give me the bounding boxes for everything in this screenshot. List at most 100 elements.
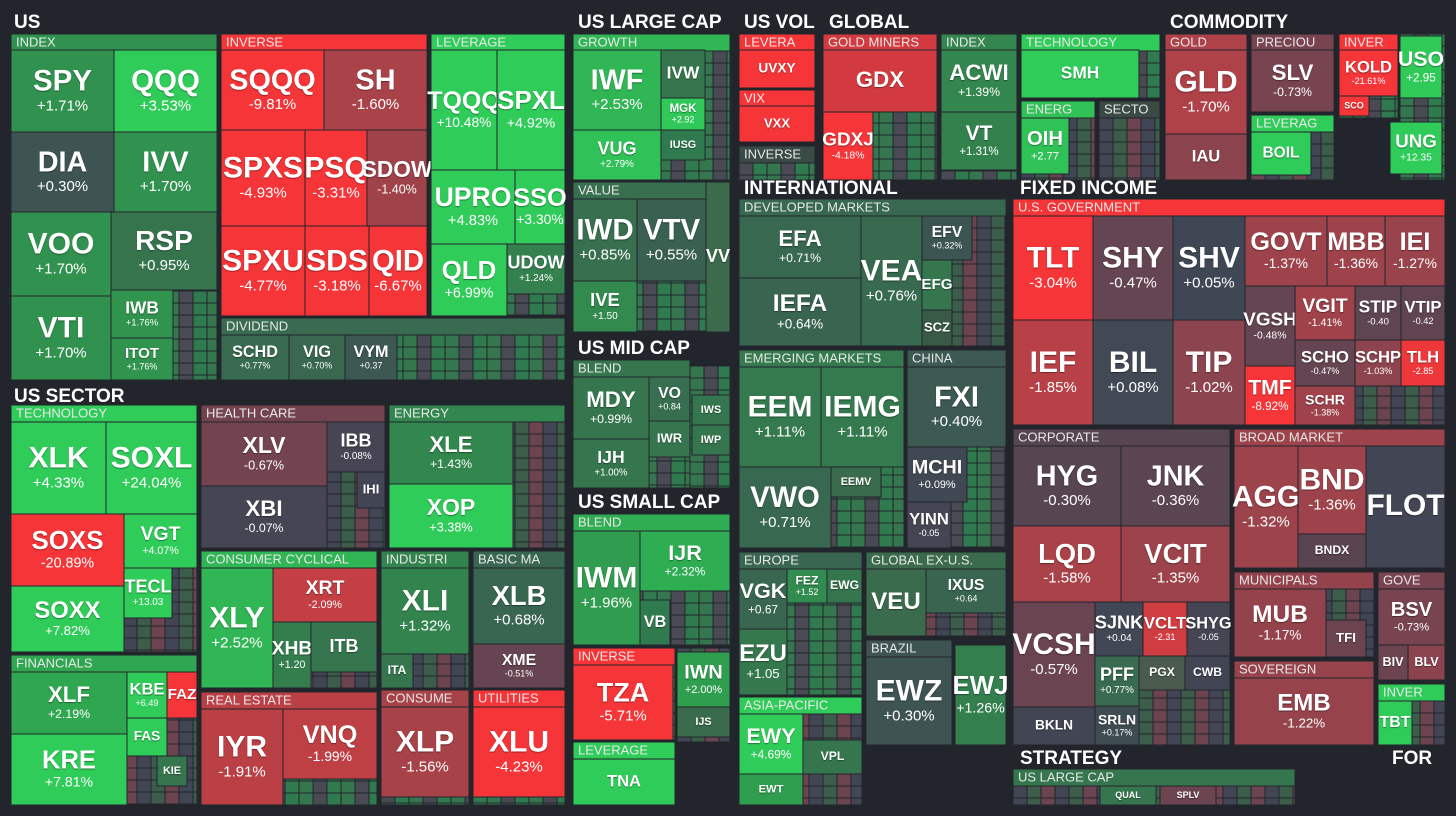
group-label: CHINA [912, 350, 953, 365]
ticker: VO [658, 385, 681, 402]
filler-cell [794, 688, 810, 696]
filler-cell [836, 773, 852, 787]
tile[interactable] [366, 129, 428, 227]
change: +1.11% [755, 424, 805, 441]
change: +3.30% [516, 211, 564, 227]
filler-cell [878, 110, 894, 124]
ticker: IEFA [773, 290, 828, 317]
filler-cell [976, 263, 992, 277]
filler-cell [136, 779, 152, 793]
filler-cell [1090, 153, 1096, 167]
tile[interactable] [220, 49, 325, 131]
filler-cell [794, 652, 810, 666]
filler-cell [192, 302, 208, 316]
filler-cell [340, 529, 356, 543]
filler-cell [780, 162, 796, 176]
filler-cell [689, 485, 705, 489]
filler-cell [878, 534, 894, 548]
filler-cell [968, 170, 984, 181]
tile[interactable] [110, 337, 174, 381]
filler-cell [368, 792, 378, 806]
ticker: XBI [245, 496, 282, 521]
change: +7.81% [45, 774, 94, 790]
ticker: VIG [303, 343, 331, 361]
group-label: TECHNOLOGY [16, 405, 107, 420]
ticker: QLD [442, 257, 497, 285]
section-title: INTERNATIONAL [744, 178, 898, 199]
filler-cell [192, 779, 198, 793]
filler-cell [472, 358, 488, 372]
filler-cell [976, 498, 992, 512]
change: +0.64 [955, 594, 978, 604]
tile[interactable] [10, 131, 115, 213]
change: +1.00% [594, 467, 628, 478]
filler-cell [430, 358, 446, 372]
filler-cell [514, 802, 530, 806]
filler-cell [670, 638, 686, 646]
tile[interactable] [368, 225, 428, 317]
filler-cell [1146, 86, 1161, 99]
filler-cell [656, 294, 672, 308]
filler-cell [178, 719, 194, 733]
ticker: VTV [643, 214, 701, 247]
filler-cell [150, 625, 166, 639]
tile[interactable] [10, 295, 112, 381]
filler-cell [949, 628, 965, 637]
ticker: SPXU [222, 245, 304, 278]
filler-cell [934, 170, 938, 181]
tile[interactable] [113, 49, 218, 133]
filler-cell [354, 792, 370, 806]
filler-cell [354, 675, 370, 689]
change: +2.92 [672, 115, 695, 125]
filler-cell [684, 484, 691, 489]
group-label: INVERSE [578, 648, 635, 663]
ticker: XLU [489, 726, 549, 759]
filler-cell [794, 628, 810, 642]
ticker: XOP [427, 494, 476, 520]
filler-cell [472, 802, 488, 806]
filler-cell [698, 306, 707, 320]
filler-cell [542, 370, 558, 381]
filler-cell [1112, 165, 1128, 179]
filler-cell [1098, 153, 1114, 167]
filler-cell [920, 122, 936, 136]
group-label: GROWTH [578, 34, 637, 49]
filler-cell [684, 318, 700, 332]
tile[interactable] [110, 211, 218, 291]
tile[interactable] [220, 129, 306, 227]
filler-cell [340, 493, 356, 507]
filler-cell [836, 640, 852, 654]
change: -1.56% [401, 759, 449, 776]
ticker: SQQQ [229, 64, 315, 96]
filler-cell [940, 170, 956, 181]
filler-cell [920, 170, 936, 181]
filler-cell [556, 541, 566, 549]
group-label: GOLD [1170, 34, 1207, 49]
filler-cell [422, 675, 438, 689]
ticker: IJH [597, 447, 624, 467]
filler-cell [1441, 105, 1446, 119]
filler-cell [542, 445, 558, 459]
filler-cell [486, 346, 502, 360]
change: -20.89% [41, 555, 95, 571]
tile[interactable] [110, 289, 174, 339]
filler-cell [935, 628, 951, 637]
filler-cell [1140, 165, 1156, 179]
tile[interactable] [113, 131, 218, 213]
tile[interactable] [10, 211, 112, 297]
filler-cell [1140, 141, 1156, 155]
filler-cell [808, 797, 824, 806]
filler-cell [934, 110, 938, 124]
filler-cell [150, 637, 166, 651]
filler-cell [808, 785, 824, 799]
filler-cell [906, 158, 922, 172]
filler-cell [822, 725, 838, 739]
filler-cell [976, 335, 992, 347]
filler-cell [717, 365, 731, 379]
filler-cell [472, 346, 488, 360]
tile[interactable] [220, 225, 306, 317]
filler-cell [136, 625, 152, 639]
filler-cell [500, 370, 516, 381]
filler-cell [794, 664, 810, 678]
section-title: US [14, 12, 40, 33]
